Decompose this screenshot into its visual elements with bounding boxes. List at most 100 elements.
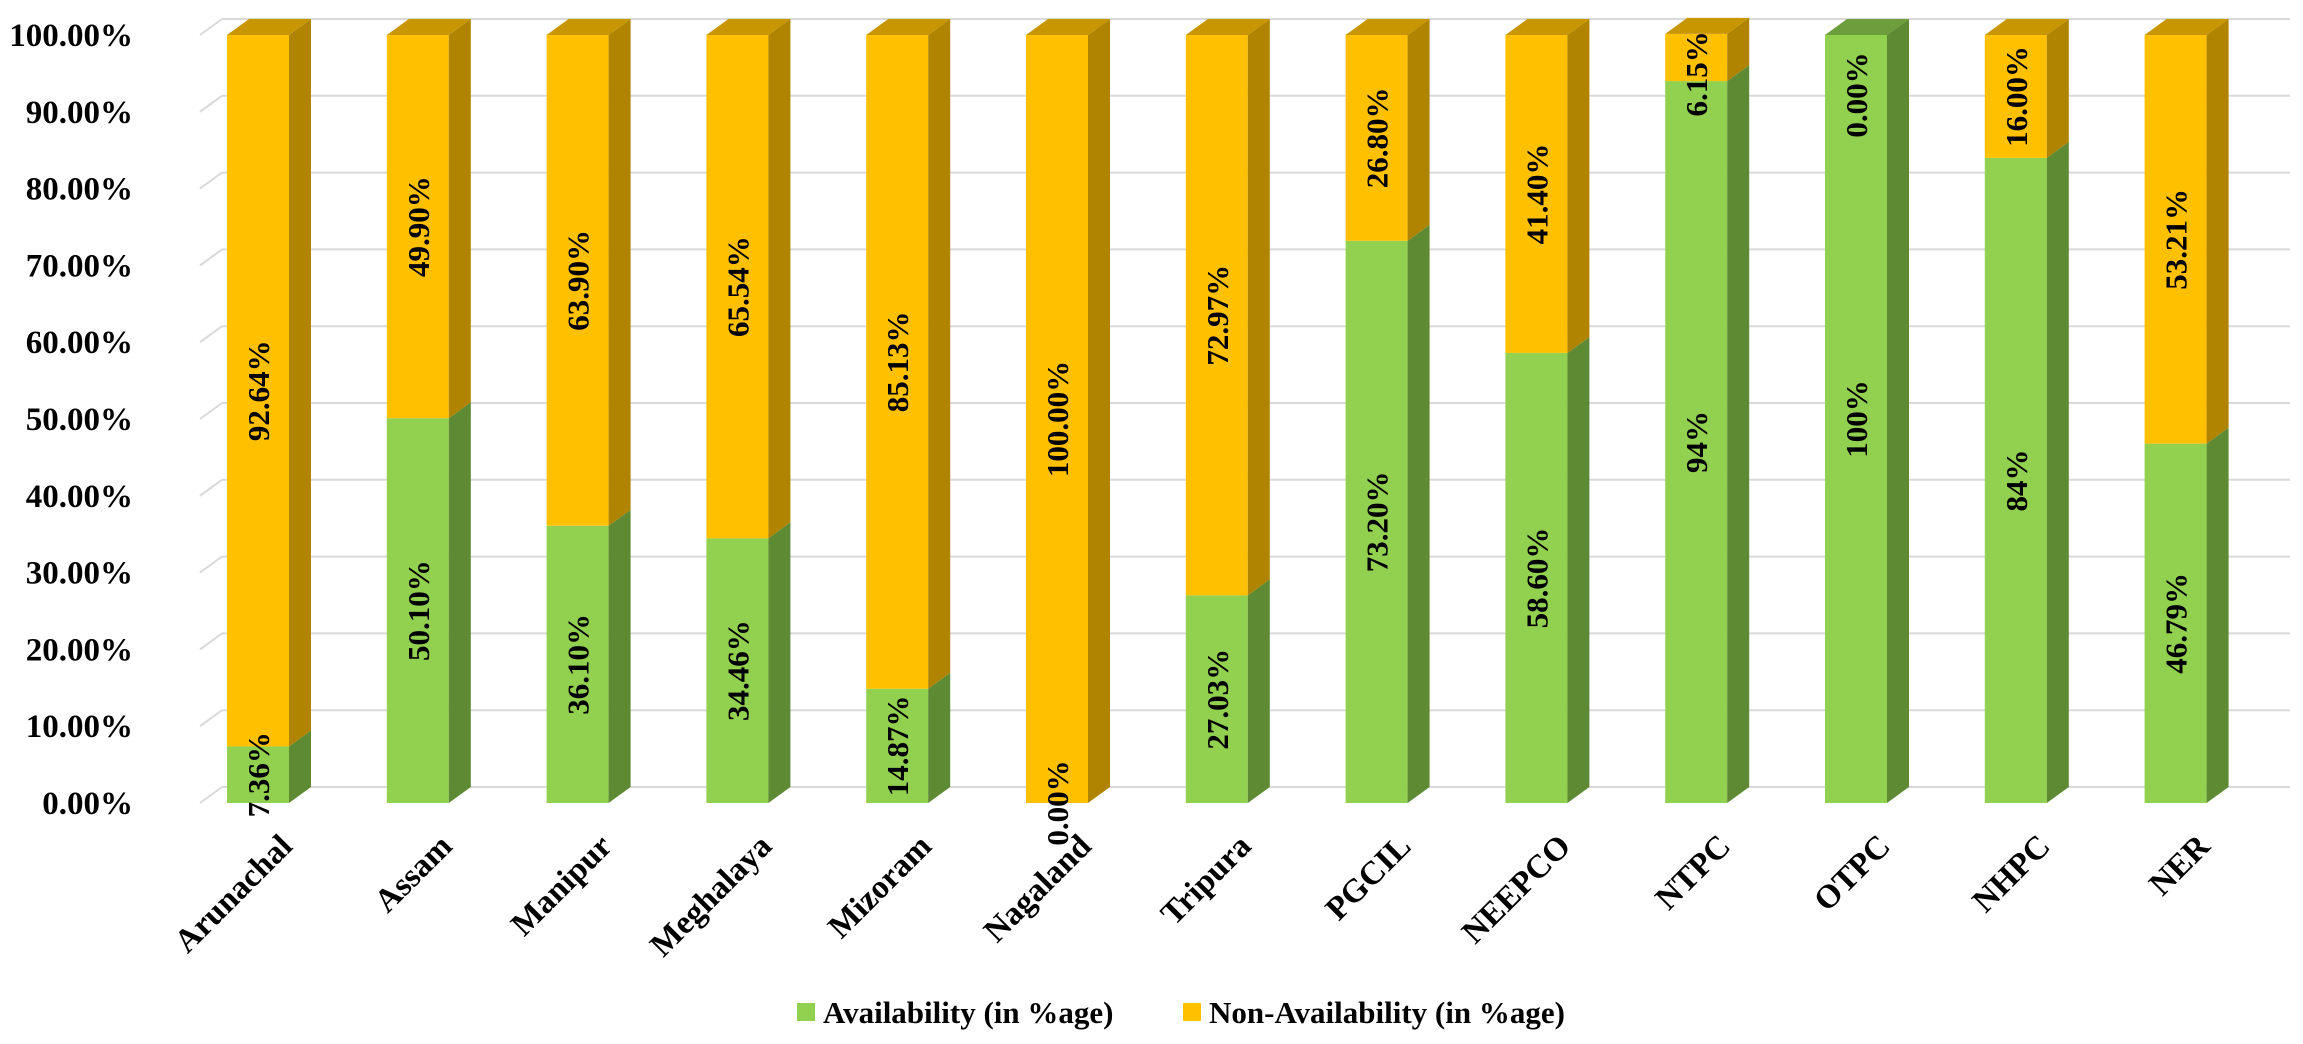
bar-availability-side <box>768 522 791 803</box>
x-tick-label: PGCIL <box>1319 828 1418 927</box>
data-label-availability: 14.87% <box>880 696 915 797</box>
bar-availability-front <box>1984 157 2047 803</box>
gridline-diagonal <box>199 402 223 420</box>
x-tick-label: NER <box>2143 827 2219 903</box>
bar-non-availability-front <box>2144 35 2207 444</box>
x-tick-label: NTPC <box>1649 828 1738 917</box>
bar-top-cap <box>1505 19 1590 35</box>
bar-non-availability-side <box>608 19 631 526</box>
y-tick-label: 20.00% <box>26 632 133 668</box>
y-tick-label: 0.00% <box>42 786 133 822</box>
bar-non-availability-side <box>1727 17 1750 82</box>
data-label-non-availability: 92.64% <box>241 340 276 441</box>
data-label-non-availability: 26.80% <box>1360 88 1395 189</box>
x-tick-label: OTPC <box>1807 828 1897 918</box>
legend-label: Availability (in %age) <box>823 995 1113 1030</box>
gridline-diagonal <box>199 94 223 113</box>
data-label-availability: 46.79% <box>2159 573 2194 674</box>
gridline-diagonal <box>199 555 223 574</box>
bar-top-cap <box>1026 19 1110 35</box>
y-tick-label: 100.00% <box>9 18 133 54</box>
y-tick-label: 40.00% <box>26 479 133 515</box>
bar-non-availability-side <box>2206 19 2229 444</box>
data-label-non-availability: 53.21% <box>2159 189 2194 290</box>
bar-top-cap <box>546 19 631 35</box>
bar-top-cap <box>1185 19 1270 35</box>
x-tick-label: Manipur <box>504 828 619 943</box>
data-label-availability: 58.60% <box>1519 528 1554 629</box>
gridline-diagonal <box>199 478 223 497</box>
x-tick-label: Meghalaya <box>643 828 779 964</box>
bar-non-availability-front <box>386 35 449 419</box>
bar-non-availability-side <box>1247 19 1270 596</box>
data-label-availability: 7.36% <box>241 732 276 817</box>
y-tick-label: 30.00% <box>26 556 133 592</box>
bar-top-cap <box>866 19 951 35</box>
bar-availability-side <box>289 730 311 803</box>
bar-non-availability-side <box>2046 19 2069 158</box>
gridline-diagonal <box>199 171 223 190</box>
bar-availability-side <box>2046 141 2069 803</box>
bar-availability-side <box>608 509 631 803</box>
x-tick-label: NEEPCO <box>1455 828 1578 951</box>
bar-availability-front <box>1185 595 1248 803</box>
bar-availability-front <box>1665 81 1728 803</box>
bar-top-cap <box>386 19 471 35</box>
bar-top-cap <box>227 19 311 35</box>
gridline-diagonal <box>199 18 223 36</box>
bar-non-availability-side <box>1567 19 1590 353</box>
bar-top-cap <box>706 19 791 35</box>
bar-non-availability-side <box>448 19 471 419</box>
bar-top-cap <box>1825 19 1909 35</box>
bar-non-availability-front <box>706 35 769 539</box>
bar-availability-side <box>1887 19 1909 803</box>
y-tick-label: 90.00% <box>26 95 133 131</box>
bar-non-availability-front <box>866 35 929 689</box>
bar-availability-front <box>386 418 449 803</box>
bar-non-availability-side <box>1407 19 1430 241</box>
bar-availability-side <box>2206 427 2229 803</box>
x-tick-label: Arunachal <box>168 828 300 960</box>
x-tick-label: Tripura <box>1154 828 1258 932</box>
data-label-availability: 36.10% <box>561 614 596 715</box>
bar-non-availability-side <box>768 19 791 539</box>
data-label-non-availability: 72.97% <box>1200 265 1235 366</box>
data-label-non-availability: 41.40% <box>1519 144 1554 245</box>
data-label-non-availability: 100.00% <box>1040 361 1075 477</box>
gridline-diagonal <box>199 786 223 804</box>
data-label-availability: 34.46% <box>720 620 755 721</box>
bar-availability-front <box>706 538 769 803</box>
data-label-non-availability: 16.00% <box>1999 46 2034 147</box>
bar-non-availability-front <box>1345 35 1408 241</box>
bar-non-availability-front <box>546 35 609 526</box>
bar-non-availability-side <box>1088 19 1110 803</box>
bar-non-availability-front <box>1665 33 1728 82</box>
bar-non-availability-side <box>289 19 311 747</box>
bar-non-availability-side <box>928 19 951 689</box>
bar-top-cap <box>2144 19 2229 35</box>
y-tick-label: 60.00% <box>26 325 133 361</box>
data-label-availability: 50.10% <box>401 560 436 661</box>
bar-availability-side <box>1567 336 1590 803</box>
bar-non-availability-front <box>227 35 289 747</box>
x-tick-label: Assam <box>368 828 460 920</box>
bar-availability-front <box>1825 35 1887 803</box>
bar-availability-side <box>1247 579 1270 803</box>
gridline-diagonal <box>199 325 223 344</box>
data-label-non-availability: 63.90% <box>561 230 596 331</box>
bar-availability-side <box>1727 65 1750 803</box>
bar-availability-front <box>866 688 929 803</box>
y-tick-label: 10.00% <box>26 709 133 745</box>
bar-availability-side <box>1407 224 1430 804</box>
bar-availability-front <box>546 525 609 803</box>
data-label-availability: 84% <box>1999 449 2034 511</box>
legend-swatch <box>797 1003 815 1021</box>
x-tick-label: Mizoram <box>821 828 938 945</box>
y-tick-label: 80.00% <box>26 172 133 208</box>
gridline-diagonal <box>199 632 223 651</box>
bar-non-availability-front <box>1984 35 2047 158</box>
bar-non-availability-front <box>1505 35 1568 353</box>
legend-swatch <box>1183 1003 1201 1021</box>
gridline-diagonal <box>199 248 223 267</box>
